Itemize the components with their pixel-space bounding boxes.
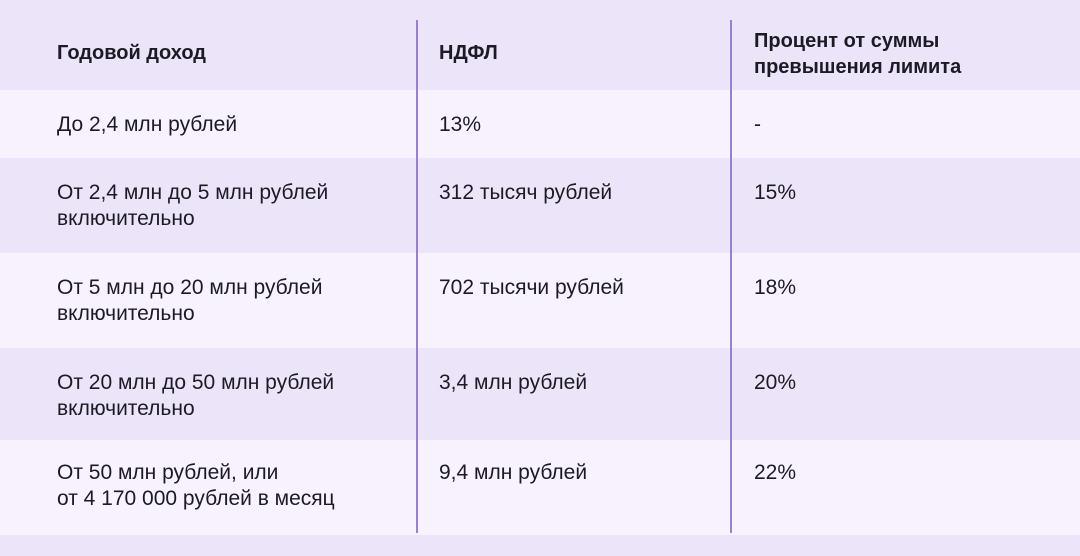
header-percent-over-limit: Процент от суммы превышения лимита — [754, 30, 962, 78]
income-cell: От 20 млн до 50 млн рублей включительно — [57, 371, 335, 420]
column-divider — [416, 20, 418, 533]
table-row: От 20 млн до 50 млн рублей включительно … — [0, 348, 1080, 440]
percent-cell: 20% — [754, 371, 797, 394]
table-header-row: Годовой доход НДФЛ Процент от суммы прев… — [0, 0, 1080, 90]
tax-cell: 13% — [439, 113, 482, 136]
percent-cell: - — [754, 113, 761, 136]
table-row: До 2,4 млн рублей 13% - — [0, 90, 1080, 158]
table-row: От 50 млн рублей, или от 4 170 000 рубле… — [0, 440, 1080, 535]
tax-cell: 312 тысяч рублей — [439, 181, 613, 204]
table-row: От 2,4 млн до 5 млн рублей включительно … — [0, 158, 1080, 253]
percent-cell: 15% — [754, 181, 797, 204]
income-cell: От 50 млн рублей, или от 4 170 000 рубле… — [57, 461, 335, 510]
income-cell: От 2,4 млн до 5 млн рублей включительно — [57, 181, 329, 230]
income-cell: До 2,4 млн рублей — [57, 113, 238, 136]
header-ndfl: НДФЛ — [439, 42, 498, 64]
column-divider — [730, 20, 732, 533]
tax-cell: 3,4 млн рублей — [439, 371, 588, 394]
percent-cell: 22% — [754, 461, 797, 484]
tax-cell: 9,4 млн рублей — [439, 461, 588, 484]
income-cell: От 5 млн до 20 млн рублей включительно — [57, 276, 323, 325]
tax-cell: 702 тысячи рублей — [439, 276, 624, 299]
table-footer-strip — [0, 535, 1080, 556]
table-row: От 5 млн до 20 млн рублей включительно 7… — [0, 253, 1080, 348]
percent-cell: 18% — [754, 276, 797, 299]
header-annual-income: Годовой доход — [57, 42, 206, 64]
